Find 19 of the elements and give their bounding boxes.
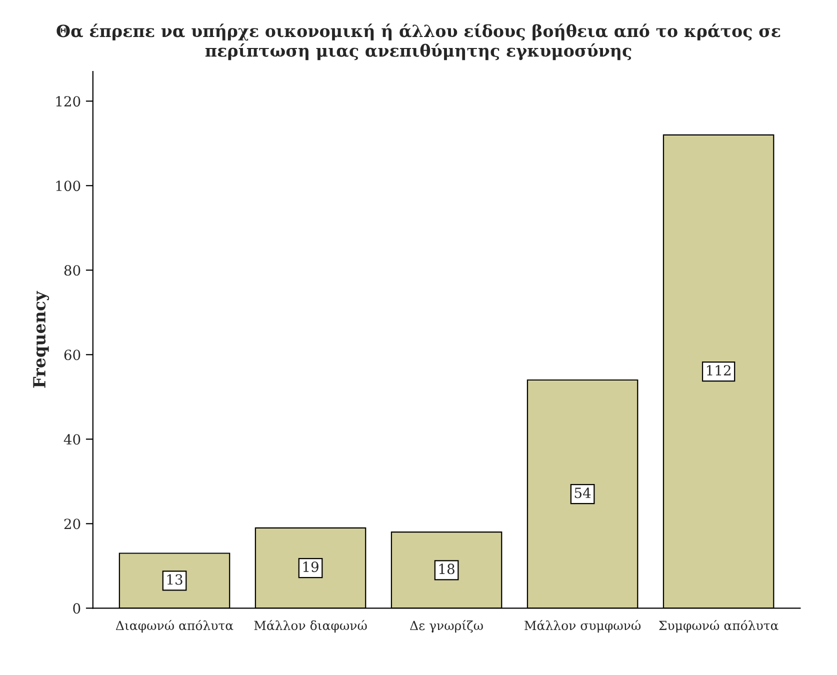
x-tick-label: Μάλλον διαφωνώ	[254, 620, 367, 633]
data-label: 18	[439, 564, 454, 574]
x-tick-label: Διαφωνώ απόλυτα	[116, 620, 234, 633]
y-tick-label: 120	[56, 96, 80, 107]
y-tick-label: 80	[64, 265, 80, 276]
data-label: 112	[707, 365, 730, 376]
y-tick-label: 100	[56, 180, 80, 192]
chart-title: Θα έπρεπε να υπήρχε οικονομική ή άλλου είδους βοήθεια από το κράτος σε περίπτωση μιας ανεπιθύμητης εγκυμοσύνης	[56, 24, 780, 60]
y-axis-title: Frequency	[33, 290, 50, 388]
y-tick-label: 0	[73, 603, 80, 614]
x-tick-label: Μάλλον συμφωνώ	[524, 620, 641, 633]
data-label: 13	[167, 574, 182, 585]
y-tick-label: 40	[64, 434, 80, 445]
y-tick-label: 60	[64, 350, 80, 360]
y-tick-label: 20	[64, 518, 80, 530]
data-label: 19	[303, 562, 318, 572]
x-tick-label: Δε γνωρίζω	[410, 620, 483, 633]
x-tick-label: Συμφωνώ απόλυτα	[658, 620, 778, 633]
data-label: 54	[574, 488, 591, 498]
